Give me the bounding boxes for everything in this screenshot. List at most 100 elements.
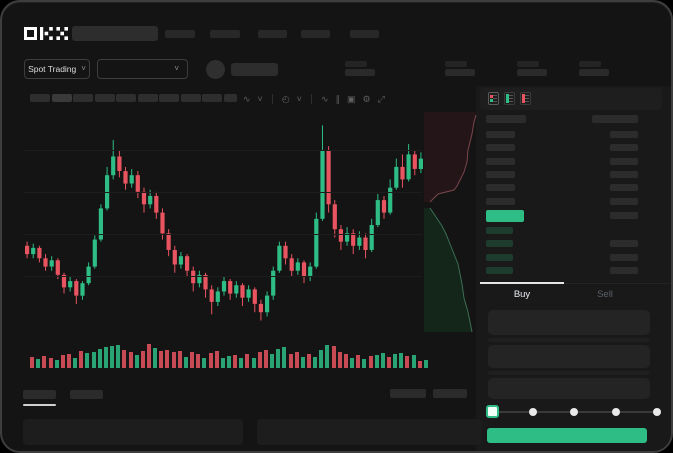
side-bar (506, 94, 509, 103)
bottom-tab-placeholder[interactable] (23, 390, 56, 399)
volume-bar (177, 350, 182, 368)
amount-placeholder (610, 211, 638, 219)
ask-amount-placeholder (610, 144, 638, 152)
slider-stop[interactable] (653, 408, 661, 416)
bottom-tab-placeholder[interactable] (70, 390, 103, 399)
ticker-stat-value-placeholder (445, 69, 475, 76)
okx-logo[interactable] (24, 27, 69, 40)
draw-tool-icon[interactable]: ∥ (335, 93, 340, 104)
interval-caret-icon[interactable]: ˅ (296, 93, 302, 104)
indicators-wave-icon[interactable]: ∿ (243, 93, 251, 104)
global-search-placeholder[interactable] (72, 26, 158, 41)
book-line (509, 101, 513, 102)
book-line (525, 98, 529, 99)
interval-clock-icon[interactable]: ◴ (281, 93, 290, 104)
book-line (509, 95, 513, 96)
nav-item-placeholder[interactable] (210, 30, 240, 38)
screenshot-icon[interactable]: ▣ (346, 93, 356, 104)
volume-bar (263, 350, 268, 368)
order-price-field-placeholder[interactable] (488, 310, 650, 335)
volume-bar (417, 361, 422, 368)
price-chart-area[interactable] (24, 110, 477, 342)
ask-amount-placeholder (610, 157, 638, 165)
interval-button-placeholder[interactable] (181, 94, 201, 102)
orderbook-view-switcher (488, 92, 536, 105)
market-type-selector[interactable]: Spot Trading ˅ (24, 59, 90, 79)
book-line (493, 95, 497, 96)
interval-button-placeholder[interactable] (202, 94, 222, 102)
bottom-action-placeholder[interactable] (390, 389, 426, 398)
volume-bar (356, 355, 361, 368)
slider-handle[interactable] (486, 405, 499, 418)
book-asks-view-icon[interactable] (520, 92, 531, 105)
volume-bar (202, 357, 207, 368)
field-separator (488, 371, 650, 375)
ask-amount-placeholder (610, 131, 638, 138)
interval-button-placeholder[interactable] (116, 94, 136, 102)
indicators-caret-icon[interactable]: ˅ (257, 93, 263, 104)
nav-item-placeholder[interactable] (350, 30, 379, 38)
volume-bar (343, 354, 348, 368)
fullscreen-icon[interactable]: ⤢ (377, 93, 385, 104)
volume-bar (30, 357, 34, 368)
active-tab-indicator (23, 404, 56, 406)
slider-stop[interactable] (528, 408, 537, 416)
tab-sell[interactable]: Sell (597, 289, 613, 300)
nav-item-placeholder[interactable] (165, 30, 195, 38)
volume-bar (79, 351, 84, 368)
pair-selector-dropdown[interactable]: ˅ (97, 59, 188, 79)
settings-gear-icon[interactable]: ⚙ (362, 93, 371, 104)
volume-bar (399, 352, 404, 368)
volume-bar (257, 352, 262, 368)
volume-bar (103, 347, 108, 368)
pair-icon-placeholder[interactable] (206, 60, 225, 79)
volume-bar (196, 353, 201, 368)
bottom-action-placeholder[interactable] (433, 389, 467, 398)
grid-line (24, 150, 422, 151)
nav-item-placeholder[interactable] (258, 30, 287, 38)
volume-bar (91, 351, 96, 368)
order-amount-field-placeholder[interactable] (488, 345, 650, 368)
book-header-amount-placeholder (592, 115, 638, 123)
interval-button-placeholder[interactable] (30, 94, 50, 102)
volume-bar (220, 358, 225, 368)
interval-button-placeholder[interactable] (138, 94, 158, 102)
ticker-stat-value-placeholder (579, 69, 609, 76)
volume-bar (386, 357, 391, 368)
bid-dot (490, 99, 493, 102)
tab-buy[interactable]: Buy (513, 289, 531, 300)
order-book[interactable] (480, 114, 671, 276)
volume-bar (411, 355, 416, 368)
book-bids-view-icon[interactable] (504, 92, 515, 105)
volume-bar (208, 352, 213, 368)
interval-button-placeholder[interactable] (224, 94, 237, 102)
side-bar (522, 94, 525, 103)
slider-stop[interactable] (570, 408, 578, 416)
volume-bar (97, 348, 102, 368)
line-tool-icon[interactable]: ∿ (320, 93, 329, 104)
slider-stop[interactable] (611, 408, 620, 416)
active-side-indicator (480, 282, 564, 284)
volume-bar (73, 357, 78, 368)
book-line (525, 95, 529, 96)
volume-bar (319, 349, 324, 368)
candlestick-chart-svg (25, 125, 423, 321)
volume-bar (226, 356, 231, 368)
grid-line (24, 276, 422, 277)
interval-button-placeholder[interactable] (159, 94, 179, 102)
book-split-view-icon[interactable] (488, 92, 499, 105)
volume-bar (85, 352, 90, 368)
order-total-field-placeholder[interactable] (488, 378, 650, 399)
nav-item-placeholder[interactable] (301, 30, 330, 38)
interval-button-placeholder[interactable] (95, 94, 115, 102)
volume-bar (276, 348, 281, 368)
amount-slider[interactable] (486, 404, 662, 418)
buy-submit-button[interactable] (487, 428, 647, 443)
ticker-stat-value-placeholder (517, 69, 547, 76)
interval-button-placeholder[interactable] (73, 94, 93, 102)
last-price-bar (486, 209, 524, 222)
bid-price-placeholder (486, 253, 513, 261)
interval-button-placeholder-active[interactable] (52, 94, 72, 102)
bottom-panel-placeholder (23, 419, 243, 445)
